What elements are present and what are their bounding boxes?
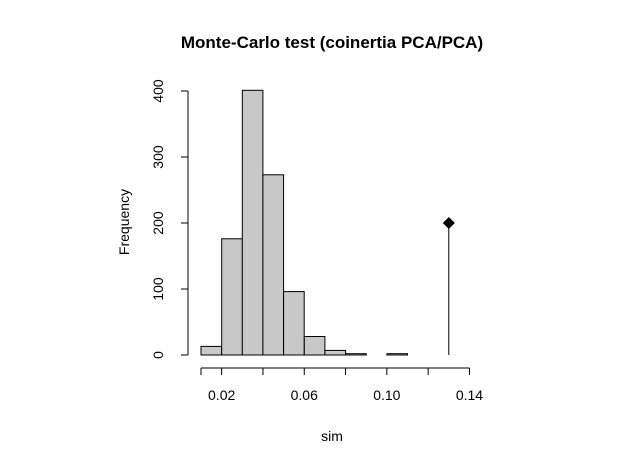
x-axis-label: sim — [321, 428, 343, 444]
y-axis-tick-label-1: 100 — [150, 277, 166, 301]
histogram-bar-7 — [345, 353, 367, 356]
x-axis-tick-label-2: 0.10 — [373, 387, 400, 403]
histogram-bar-4 — [283, 291, 305, 356]
histogram-bar-0 — [200, 345, 223, 356]
observed-value-marker — [442, 217, 455, 355]
x-axis-tick-label-3: 0.14 — [456, 387, 483, 403]
x-axis-tick-label-0: 0.02 — [208, 387, 235, 403]
observed-value-diamond — [442, 217, 455, 229]
y-axis-tick-label-3: 300 — [150, 145, 166, 169]
chart-title: Monte-Carlo test (coinertia PCA/PCA) — [181, 33, 483, 52]
histogram-bar-5 — [303, 336, 326, 356]
histogram-bar-3 — [262, 174, 285, 356]
y-axis: 0 100 200 300 400 — [150, 79, 189, 359]
x-axis: 0.02 0.06 0.10 0.14 — [200, 367, 483, 403]
histogram-bar-6 — [324, 349, 347, 356]
y-axis-tick-label-2: 200 — [150, 211, 166, 235]
histogram-bar-2 — [241, 89, 264, 356]
y-axis-label: Frequency — [116, 189, 132, 255]
histogram-bar-1 — [221, 238, 243, 356]
histogram-bars — [200, 89, 408, 356]
y-axis-tick-label-0: 0 — [150, 351, 166, 359]
x-axis-tick-label-1: 0.06 — [291, 387, 318, 403]
y-axis-tick-label-4: 400 — [150, 79, 166, 103]
histogram-bar-9 — [386, 353, 408, 356]
